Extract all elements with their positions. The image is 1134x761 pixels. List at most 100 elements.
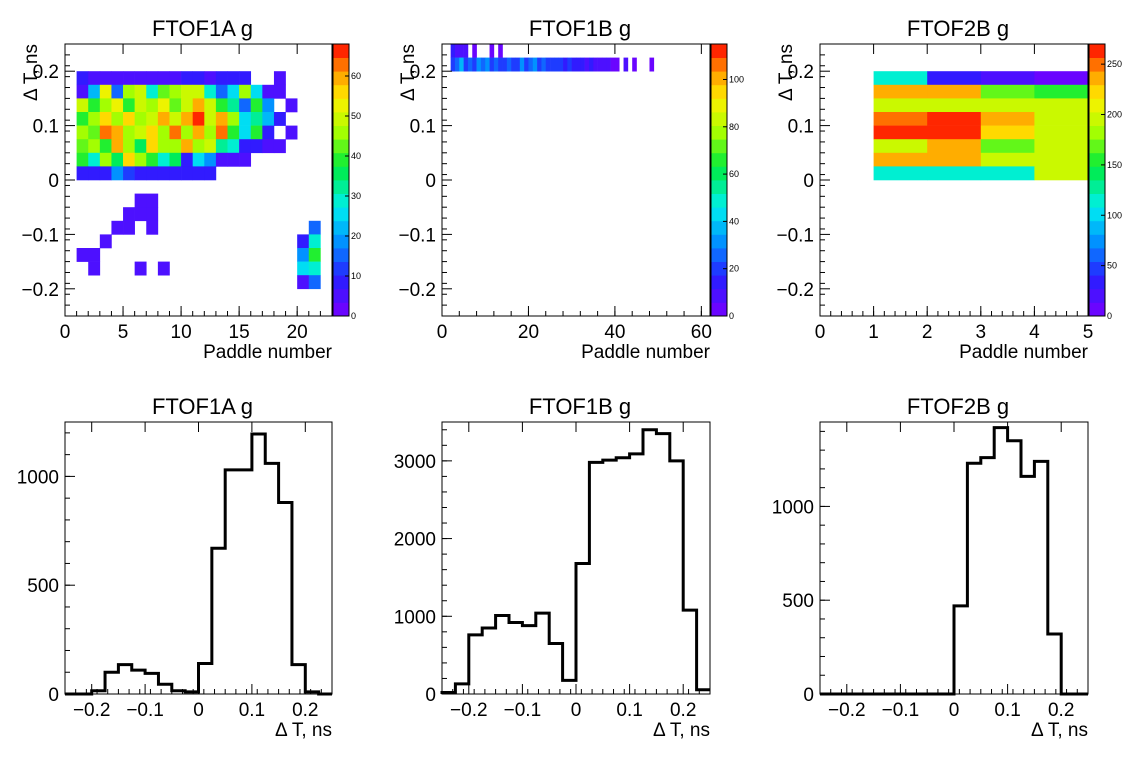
heatmap-cell: [204, 112, 217, 126]
color-palette: 0 20 40 60 80 100: [710, 43, 744, 321]
x-tick-label: 20: [287, 322, 308, 343]
histogram-bin: [252, 434, 265, 694]
chart-title: FTOF2B g: [907, 16, 1009, 41]
chart-title: FTOF1A g: [152, 394, 253, 419]
heatmap-cell: [88, 248, 101, 262]
heatmap-cell: [580, 57, 585, 72]
x-tick-label: 20: [518, 322, 539, 343]
heatmap-cell: [498, 57, 503, 72]
x-tick-label: 10: [171, 322, 192, 343]
heatmap-cell: [1034, 152, 1089, 167]
palette-swatch: [333, 302, 349, 317]
heatmap-cell: [454, 44, 460, 58]
heatmap-cell: [99, 152, 112, 167]
heatmap-cell: [308, 220, 321, 235]
palette-swatch: [711, 152, 727, 167]
y-tick-label: 500: [27, 576, 59, 597]
y-tick-label: 0: [48, 171, 59, 192]
heatmap-cell: [88, 84, 101, 99]
heatmap-cell: [99, 139, 112, 154]
histogram-bin: [683, 610, 696, 694]
heatmap-cell: [1034, 166, 1089, 181]
heatmap-cell: [463, 57, 469, 72]
palette-swatch: [1089, 261, 1105, 276]
histogram-bin: [239, 470, 252, 694]
histogram-bin: [954, 606, 967, 694]
heatmap-cell: [623, 57, 629, 72]
heatmap-cell: [308, 275, 321, 290]
heatmap-cell: [227, 125, 240, 140]
palette-swatch: [1089, 275, 1105, 290]
x-tick-label: 5: [118, 322, 129, 343]
palette-tick-label: 150: [1107, 160, 1122, 170]
heatmap-cell: [204, 84, 217, 99]
palette-tick-label: 100: [1107, 210, 1122, 220]
palette-swatch: [1089, 193, 1105, 208]
heatmap-panel: FTOF1A g 0 5 10 15 20 −0.2 −0.1 0 0.1 0.2 Paddle nu…: [21, 16, 361, 363]
heatmap-cell: [980, 139, 1035, 154]
plot-frame: [64, 43, 333, 317]
heatmap-cell: [146, 152, 159, 167]
x-tick-label: 1: [868, 322, 879, 343]
x-tick-label: −0.1: [126, 700, 164, 721]
heatmap-cell: [123, 220, 135, 235]
heatmap-cell: [123, 152, 135, 167]
heatmap-cell: [169, 112, 182, 126]
heatmap-cell: [111, 125, 124, 140]
chart-title: FTOF2B g: [907, 394, 1009, 419]
histogram-bin: [603, 460, 616, 694]
y-tick-label: 1000: [772, 497, 814, 518]
y-tick-label: 0.1: [33, 117, 59, 138]
heatmap-cell: [204, 71, 217, 86]
heatmap-cell: [1034, 139, 1089, 154]
chart-title: FTOF1B g: [529, 16, 631, 41]
heatmap-cells: [450, 44, 655, 72]
heatmap-cell: [76, 71, 89, 86]
histogram-panel: FTOF2B g −0.2 −0.1 0 0.1 0.2 0 500 1000 Δ T, ns: [772, 394, 1089, 741]
heatmap-cell: [88, 71, 101, 86]
heatmap-cell: [88, 139, 101, 154]
heatmap-cell: [980, 152, 1035, 167]
heatmap-cell: [76, 152, 89, 167]
heatmap-cell: [980, 112, 1035, 126]
heatmap-cell: [467, 57, 473, 72]
heatmap-panel: FTOF2B g 0 1 2 3 4 5 −0.2 −0.1 0 0.1 0.2 Paddle numb…: [776, 16, 1122, 363]
histogram-bin: [105, 672, 118, 694]
heatmap-cell: [227, 98, 240, 113]
palette-swatch: [333, 275, 349, 290]
heatmap-cell: [134, 166, 147, 181]
heatmap-cell: [454, 57, 460, 72]
heatmap-cell: [873, 71, 928, 86]
heatmap-cell: [297, 234, 310, 249]
heatmap-cell: [515, 57, 521, 72]
heatmap-cell: [146, 193, 159, 208]
x-axis-title: Paddle number: [959, 342, 1089, 363]
heatmap-cell: [123, 98, 135, 113]
y-tick-label: 0: [803, 171, 814, 192]
y-tick-label: 0.2: [788, 62, 814, 83]
histogram-bin: [536, 613, 549, 694]
heatmap-cell: [99, 84, 112, 99]
histogram-bin: [616, 458, 629, 694]
heatmap-cell: [463, 44, 469, 58]
palette-swatch: [1089, 220, 1105, 235]
heatmap-cell: [123, 139, 135, 154]
heatmap-cell: [511, 57, 516, 72]
palette-swatch: [333, 193, 349, 208]
heatmap-cell: [181, 139, 193, 154]
x-axis-title: Δ T, ns: [653, 720, 710, 741]
heatmap-cell: [123, 84, 135, 99]
histogram-bin: [656, 434, 669, 694]
y-axis-title: Δ T, ns: [398, 44, 419, 101]
heatmap-cell: [181, 84, 193, 99]
heatmap-cell: [273, 112, 286, 126]
heatmap-cell: [239, 152, 252, 167]
heatmap-cell: [111, 84, 124, 99]
x-axis-title: Δ T, ns: [275, 720, 332, 741]
x-axis-title: Δ T, ns: [1031, 720, 1088, 741]
heatmap-cell: [99, 234, 112, 249]
heatmap-cell: [215, 98, 228, 113]
histogram-bin: [1008, 441, 1021, 694]
palette-swatch: [333, 234, 349, 249]
palette-swatch: [1089, 71, 1105, 86]
